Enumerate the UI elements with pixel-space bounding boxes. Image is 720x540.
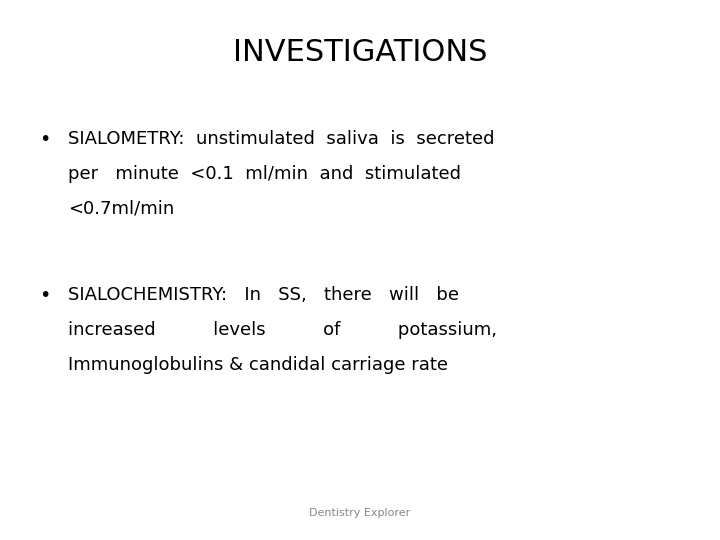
Text: per   minute  <0.1  ml/min  and  stimulated: per minute <0.1 ml/min and stimulated bbox=[68, 165, 462, 183]
Text: •: • bbox=[40, 130, 51, 148]
Text: Dentistry Explorer: Dentistry Explorer bbox=[310, 508, 410, 518]
Text: increased          levels          of          potassium,: increased levels of potassium, bbox=[68, 321, 498, 339]
Text: INVESTIGATIONS: INVESTIGATIONS bbox=[233, 38, 487, 67]
Text: <0.7ml/min: <0.7ml/min bbox=[68, 200, 175, 218]
Text: •: • bbox=[40, 286, 51, 305]
Text: SIALOMETRY:  unstimulated  saliva  is  secreted: SIALOMETRY: unstimulated saliva is secre… bbox=[68, 130, 495, 147]
Text: SIALOCHEMISTRY:   In   SS,   there   will   be: SIALOCHEMISTRY: In SS, there will be bbox=[68, 286, 459, 304]
Text: Immunoglobulins & candidal carriage rate: Immunoglobulins & candidal carriage rate bbox=[68, 356, 449, 374]
